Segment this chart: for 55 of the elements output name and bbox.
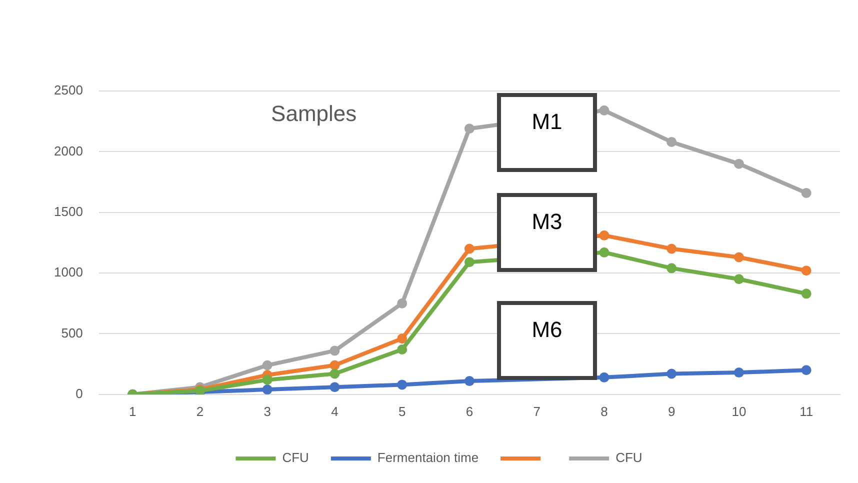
legend-label: CFU [282,450,309,466]
point [397,298,408,308]
point [666,368,677,379]
text-box: M3 [497,193,597,272]
point [330,346,340,356]
y-tick-label: 2500 [54,82,83,98]
x-tick-label: 11 [800,404,814,419]
point [801,188,812,198]
point [330,360,340,370]
x-tick-label: 9 [668,404,676,419]
point [397,380,408,390]
point [464,124,474,134]
point [599,372,610,382]
legend-label: CFU [616,450,642,466]
text-box: M6 [497,301,597,380]
point [801,266,812,276]
point [666,263,677,274]
x-tick-label: 6 [466,404,474,419]
point [599,230,610,240]
x-tick-label: 3 [264,404,271,419]
x-tick-label: 7 [533,404,540,419]
text-box: M1 [497,93,597,172]
point [734,368,744,378]
point [734,252,744,262]
x-tick-label: 2 [196,404,204,419]
point [801,365,812,376]
point [262,374,272,385]
y-tick-label: 2000 [54,143,83,158]
point [464,376,474,386]
y-tick-label: 1000 [54,264,83,280]
point [734,158,744,169]
x-tick-label: 4 [331,404,338,419]
point [397,334,408,344]
x-tick-label: 5 [398,404,406,419]
point [666,244,677,254]
y-tick-label: 0 [76,386,83,401]
point [734,274,744,284]
point [464,257,474,268]
point [599,247,610,258]
y-tick-label: 500 [61,325,83,340]
point [397,344,408,354]
point [464,244,474,254]
point [801,288,812,299]
y-tick-label: 1500 [54,204,83,219]
legend-label: Fermentaion time [377,450,479,466]
text: Samples [271,101,357,126]
point [330,368,340,379]
x-tick-label: 1 [128,404,136,419]
x-tick-label: 10 [732,404,746,419]
point [599,105,610,116]
point [262,384,272,394]
point [262,360,272,370]
point [666,136,677,147]
x-tick-label: 8 [600,404,608,419]
point [330,382,340,392]
